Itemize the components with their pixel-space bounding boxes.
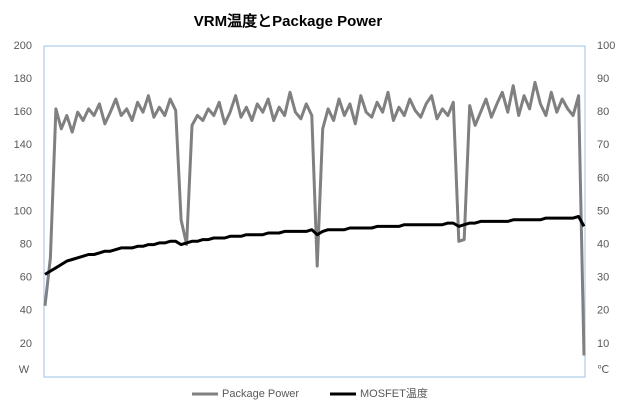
y2-tick-label: 80 [597, 106, 609, 118]
legend-label: MOSFET温度 [360, 386, 428, 400]
y-tick-label: 20 [20, 338, 32, 350]
y-tick-label: 100 [14, 205, 32, 217]
y-tick-label: 160 [14, 106, 32, 118]
y-tick-label: 200 [14, 40, 32, 52]
y-tick-label: 180 [14, 73, 32, 85]
y-tick-label: 140 [14, 139, 32, 151]
y2-tick-label: 30 [597, 272, 609, 284]
legend-label: Package Power [222, 388, 299, 400]
series-line [43, 80, 586, 356]
y2-axis-label: ℃ [597, 364, 609, 376]
y2-tick-label: 20 [597, 305, 609, 317]
y2-tick-label: 60 [597, 172, 609, 184]
y-tick-label: 60 [20, 272, 32, 284]
y2-tick-label: 100 [597, 40, 615, 52]
plot-area [43, 45, 586, 378]
y2-tick-label: 10 [597, 338, 609, 350]
y2-tick-label: 40 [597, 239, 609, 251]
y2-tick-label: 90 [597, 73, 609, 85]
y-tick-label: 80 [20, 239, 32, 251]
y2-tick-label: 50 [597, 205, 609, 217]
y2-tick-label: 70 [597, 139, 609, 151]
y-tick-label: 120 [14, 172, 32, 184]
chart-title: VRM温度とPackage Power [194, 12, 383, 30]
y-axis-label: W [19, 364, 30, 376]
y-tick-label: 40 [20, 305, 32, 317]
series-line [44, 215, 586, 276]
